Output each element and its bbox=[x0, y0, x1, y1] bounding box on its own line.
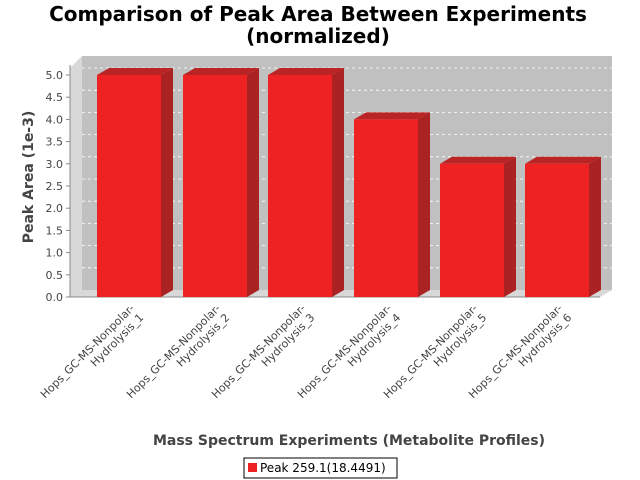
bar bbox=[525, 156, 601, 297]
bar-side bbox=[161, 68, 173, 297]
bar-front bbox=[440, 163, 504, 297]
y-tick-label: 2.5 bbox=[46, 180, 64, 193]
bar-side bbox=[332, 68, 344, 297]
bar-front bbox=[97, 75, 161, 297]
bar-top bbox=[268, 68, 344, 75]
legend: Peak 259.1(18.4491) bbox=[243, 457, 398, 479]
y-tick-label: 5.0 bbox=[46, 69, 64, 82]
bar-top bbox=[97, 68, 173, 75]
legend-swatch bbox=[248, 463, 257, 472]
plot-side-wall bbox=[70, 56, 82, 297]
bar-top bbox=[183, 68, 259, 75]
y-tick-label: 3.0 bbox=[46, 158, 64, 171]
chart-title-line-2: (normalized) bbox=[246, 24, 390, 48]
bar-top bbox=[440, 156, 516, 164]
y-tick-label: 0.0 bbox=[46, 291, 64, 304]
y-tick-label: 1.5 bbox=[46, 224, 64, 237]
bar-side bbox=[504, 156, 516, 297]
bar bbox=[440, 156, 516, 297]
bar-side bbox=[418, 112, 430, 298]
bar-front bbox=[268, 75, 332, 297]
y-axis-ticks: 0.0 0.5 1.0 1.5 2.0 2.5 3.0 3.5 4.0 4.5 5.0 bbox=[46, 69, 70, 304]
bar bbox=[354, 112, 430, 298]
bar-front bbox=[525, 163, 589, 297]
legend-box bbox=[243, 457, 398, 479]
y-tick-label: 2.0 bbox=[46, 202, 64, 215]
bar-top bbox=[354, 112, 430, 120]
y-tick-label: 0.5 bbox=[46, 269, 64, 282]
bars bbox=[97, 68, 601, 298]
bar-front bbox=[183, 75, 247, 297]
bar-side bbox=[247, 68, 259, 297]
chart-title-line-1: Comparison of Peak Area Between Experime… bbox=[49, 2, 587, 26]
bar bbox=[183, 68, 259, 297]
y-axis-label: Peak Area (1e-3) bbox=[21, 111, 37, 244]
y-tick-label: 3.5 bbox=[46, 136, 64, 149]
bar bbox=[268, 68, 344, 297]
x-axis-label: Mass Spectrum Experiments (Metabolite Pr… bbox=[153, 433, 545, 449]
y-tick-label: 1.0 bbox=[46, 247, 64, 260]
legend-series-label: Peak 259.1(18.4491) bbox=[260, 461, 386, 475]
y-tick-label: 4.0 bbox=[46, 113, 64, 126]
bar-top bbox=[525, 156, 601, 164]
x-category-label-line: Hops_GC-MS-Nonpolar- bbox=[38, 302, 137, 401]
bar bbox=[97, 68, 173, 297]
y-tick-label: 4.5 bbox=[46, 91, 64, 104]
bar-front bbox=[354, 119, 418, 298]
bar-side bbox=[589, 156, 601, 297]
x-axis-category-labels: Hops_GC-MS-Nonpolar-Hydrolysis_1Hops_GC-… bbox=[38, 302, 574, 401]
grid-lines bbox=[82, 67, 612, 269]
